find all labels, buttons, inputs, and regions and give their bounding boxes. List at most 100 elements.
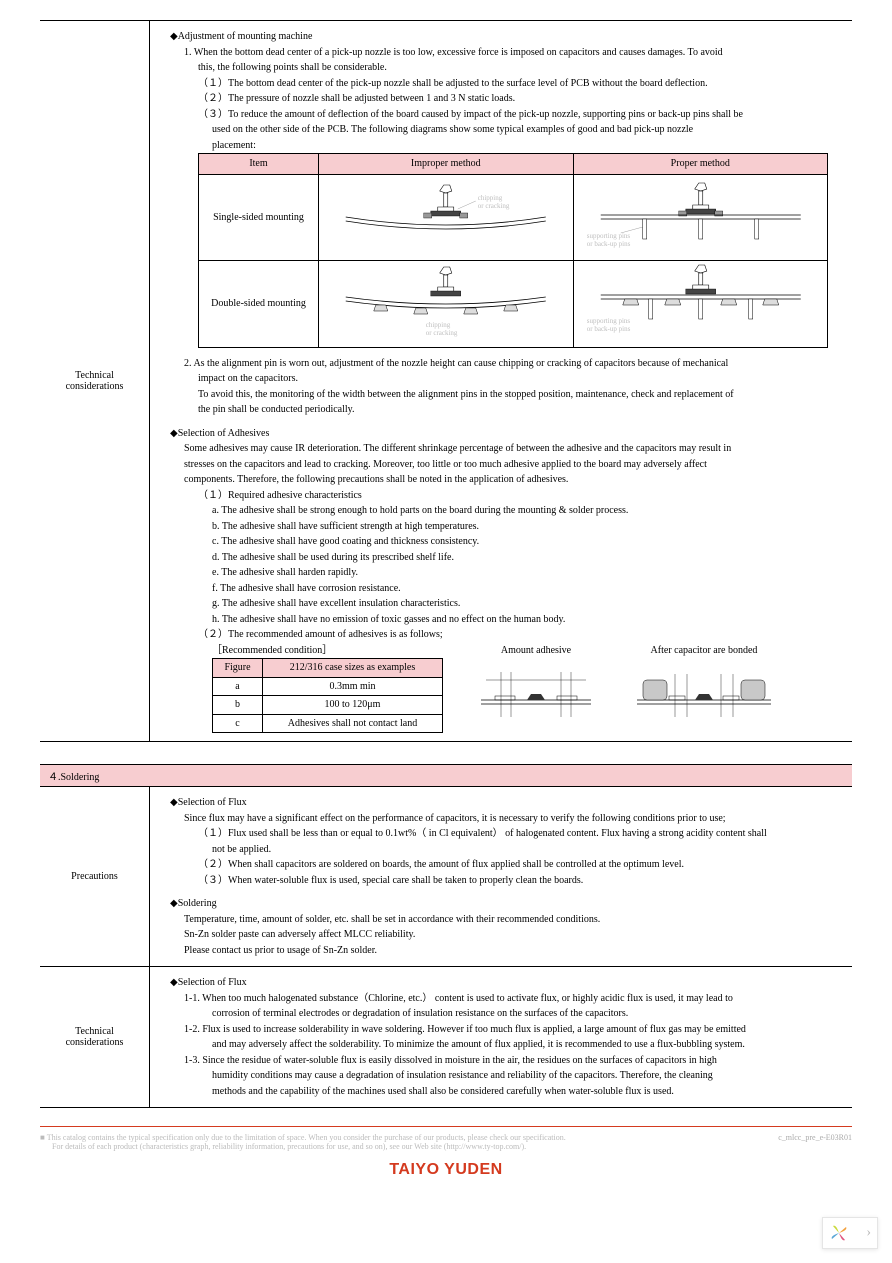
para: humidity conditions may cause a degradat… [170, 1068, 844, 1084]
para: b. The adhesive shall have sufficient st… [170, 519, 844, 535]
technical-considerations-2: Technical considerations ◆Selection of F… [40, 966, 852, 1108]
th: 212/316 case sizes as examples [263, 659, 443, 678]
section-title: ４.Soldering [40, 765, 852, 787]
para: 1-2. Flux is used to increase solderabil… [170, 1022, 844, 1038]
svg-text:supporting pins: supporting pins [586, 317, 630, 325]
svg-text:or cracking: or cracking [426, 329, 458, 337]
soldering-section: ４.Soldering [40, 764, 852, 787]
heading: ◆Selection of Flux [170, 795, 844, 811]
row-label-text: Precautions [71, 871, 118, 882]
heading: ◆Soldering [170, 896, 844, 912]
table-row: a0.3mm min [213, 677, 443, 696]
para: （３）To reduce the amount of deflection of… [170, 107, 844, 123]
para: （２）When shall capacitors are soldered on… [170, 857, 844, 873]
para: （１）The bottom dead center of the pick-up… [170, 76, 844, 92]
diagram-proper-single: supporting pins or back-up pins [573, 174, 828, 261]
svg-text:supporting pins: supporting pins [586, 232, 630, 240]
footer: c_mlcc_pre_e-E03R01 ■ This catalog conta… [40, 1126, 852, 1179]
para: （３）When water-soluble flux is used, spec… [170, 873, 844, 889]
para: 1-1. When too much halogenated substance… [170, 991, 844, 1007]
caption: After capacitor are bonded [629, 643, 779, 659]
para: 1-3. Since the residue of water-soluble … [170, 1053, 844, 1069]
para: f. The adhesive shall have corrosion res… [170, 581, 844, 597]
diagram-improper-single: chipping or cracking [319, 174, 574, 261]
para: not be applied. [170, 842, 844, 858]
row-body: ◆Adjustment of mounting machine 1. When … [150, 21, 852, 741]
table-row: cAdhesives shall not contact land [213, 714, 443, 733]
cell: b [213, 696, 263, 715]
para: stresses on the capacitors and lead to c… [170, 457, 844, 473]
table-row: b100 to 120μm [213, 696, 443, 715]
cell: 100 to 120μm [263, 696, 443, 715]
para: h. The adhesive shall have no emission o… [170, 612, 844, 628]
nozzle-diagram-icon: supporting pins or back-up pins [574, 175, 828, 255]
para: components. Therefore, the following pre… [170, 472, 844, 488]
para: Please contact us prior to usage of Sn-Z… [170, 943, 844, 959]
para: d. The adhesive shall be used during its… [170, 550, 844, 566]
row-body: ◆Selection of Flux 1-1. When too much ha… [150, 967, 852, 1107]
row-label: Technical considerations [40, 967, 150, 1107]
para: Some adhesives may cause IR deterioratio… [170, 441, 844, 457]
para: 2. As the alignment pin is worn out, adj… [170, 356, 844, 372]
rec-block: ［Recommended condition］ Figure 212/316 c… [212, 643, 443, 734]
row-label: Technical considerations [40, 21, 150, 741]
disclaimer: For details of each product (characteris… [40, 1142, 852, 1151]
heading: ◆Selection of Flux [170, 975, 844, 991]
technical-considerations-1: Technical considerations ◆Adjustment of … [40, 20, 852, 742]
cell: Adhesives shall not contact land [263, 714, 443, 733]
nozzle-diagram-icon: chipping or cracking [319, 261, 573, 341]
adhesive-bonded-icon [629, 662, 779, 722]
caption: Amount adhesive [471, 643, 601, 659]
para: Sn-Zn solder paste can adversely affect … [170, 927, 844, 943]
para: （１）Flux used shall be less than or equal… [170, 826, 844, 842]
para: Since flux may have a significant effect… [170, 811, 844, 827]
th-improper: Improper method [319, 154, 574, 175]
svg-text:chipping: chipping [478, 194, 503, 202]
precautions-row: Precautions ◆Selection of Flux Since flu… [40, 787, 852, 966]
para: g. The adhesive shall have excellent ins… [170, 596, 844, 612]
rec-label: ［Recommended condition］ [212, 643, 443, 659]
svg-text:or back-up pins: or back-up pins [586, 325, 630, 333]
adhesive-amount-icon [471, 662, 601, 722]
para: e. The adhesive shall harden rapidly. [170, 565, 844, 581]
diagram-amount: Amount adhesive [471, 643, 601, 728]
para: methods and the capability of the machin… [170, 1084, 844, 1100]
para: corrosion of terminal electrodes or degr… [170, 1006, 844, 1022]
footer-code: c_mlcc_pre_e-E03R01 [778, 1133, 852, 1142]
heading-adh: ◆Selection of Adhesives [170, 426, 844, 442]
cell: a [213, 677, 263, 696]
para: a. The adhesive shall be strong enough t… [170, 503, 844, 519]
row-body: ◆Selection of Flux Since flux may have a… [150, 787, 852, 966]
para: To avoid this, the monitoring of the wid… [170, 387, 844, 403]
row-label-text: Technical considerations [66, 370, 124, 392]
chevron-right-icon: › [866, 1225, 871, 1241]
svg-text:or cracking: or cracking [478, 202, 510, 210]
item-single: Single-sided mounting [199, 174, 319, 261]
heading-adj: ◆Adjustment of mounting machine [170, 29, 844, 45]
diagram-bonded: After capacitor are bonded [629, 643, 779, 728]
cell: 0.3mm min [263, 677, 443, 696]
corner-widget[interactable]: › [822, 1217, 878, 1249]
item-double: Double-sided mounting [199, 261, 319, 348]
flower-icon [829, 1223, 849, 1243]
cell: c [213, 714, 263, 733]
para: the pin shall be conducted periodically. [170, 402, 844, 418]
para: 1. When the bottom dead center of a pick… [170, 45, 844, 61]
table-row: Double-sided mounting chipping [199, 261, 828, 348]
row-label: Precautions [40, 787, 150, 966]
diagram-proper-double: supporting pins or back-up pins [573, 261, 828, 348]
th: Figure [213, 659, 263, 678]
nozzle-diagram-icon: supporting pins or back-up pins [574, 261, 828, 341]
disclaimer: ■ This catalog contains the typical spec… [40, 1133, 852, 1142]
para: （１）Required adhesive characteristics [170, 488, 844, 504]
row-label-text: Technical considerations [66, 1026, 124, 1048]
para: this, the following points shall be cons… [170, 60, 844, 76]
th-item: Item [199, 154, 319, 175]
para: and may adversely affect the solderabili… [170, 1037, 844, 1053]
diagram-improper-double: chipping or cracking [319, 261, 574, 348]
brand-logo: TAIYO YUDEN [389, 1161, 502, 1178]
para: used on the other side of the PCB. The f… [170, 122, 844, 138]
nozzle-diagram-icon: chipping or cracking [319, 175, 573, 255]
para: placement: [170, 138, 844, 154]
para: （２）The recommended amount of adhesives i… [170, 627, 844, 643]
